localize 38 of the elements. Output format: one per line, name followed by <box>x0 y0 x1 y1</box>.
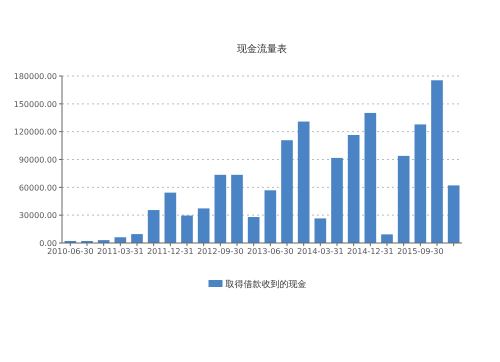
x-tick-label: 2014-12-31 <box>347 247 394 256</box>
bar <box>131 234 143 243</box>
x-tick-label: 2012-09-30 <box>197 247 244 256</box>
bar <box>448 185 460 243</box>
bar <box>114 237 126 243</box>
bar <box>348 135 360 243</box>
bar <box>364 112 376 243</box>
y-tick-label: 180000.00 <box>14 72 57 81</box>
legend-label: 取得借款收到的现金 <box>226 279 306 290</box>
bar <box>264 190 276 243</box>
y-tick-label: 150000.00 <box>14 100 57 109</box>
bar <box>398 156 410 243</box>
bar <box>431 80 443 243</box>
bar <box>231 174 243 243</box>
x-tick-label: 2011-12-31 <box>147 247 194 256</box>
bar <box>381 234 393 243</box>
bar <box>181 216 193 243</box>
x-tick-label: 2014-03-31 <box>297 247 344 256</box>
bar <box>214 174 226 243</box>
y-tick-label: 120000.00 <box>14 128 57 137</box>
bar <box>331 158 343 243</box>
bar <box>298 122 310 243</box>
bar <box>281 140 293 243</box>
bar <box>248 217 260 243</box>
x-tick-label: 2010-06-30 <box>47 247 94 256</box>
bar <box>414 124 426 243</box>
y-tick-label: 0.00 <box>39 239 57 248</box>
x-tick-label: 2015-09-30 <box>397 247 444 256</box>
y-tick-label: 30000.00 <box>18 211 57 220</box>
bar <box>198 208 210 243</box>
x-tick-label: 2011-03-31 <box>97 247 144 256</box>
chart-title: 现金流量表 <box>237 43 287 55</box>
x-tick-label: 2013-06-30 <box>247 247 294 256</box>
bar <box>164 192 176 243</box>
bar <box>314 218 326 243</box>
y-tick-label: 60000.00 <box>18 183 57 192</box>
y-tick-label: 90000.00 <box>18 156 57 164</box>
bar <box>148 210 160 243</box>
